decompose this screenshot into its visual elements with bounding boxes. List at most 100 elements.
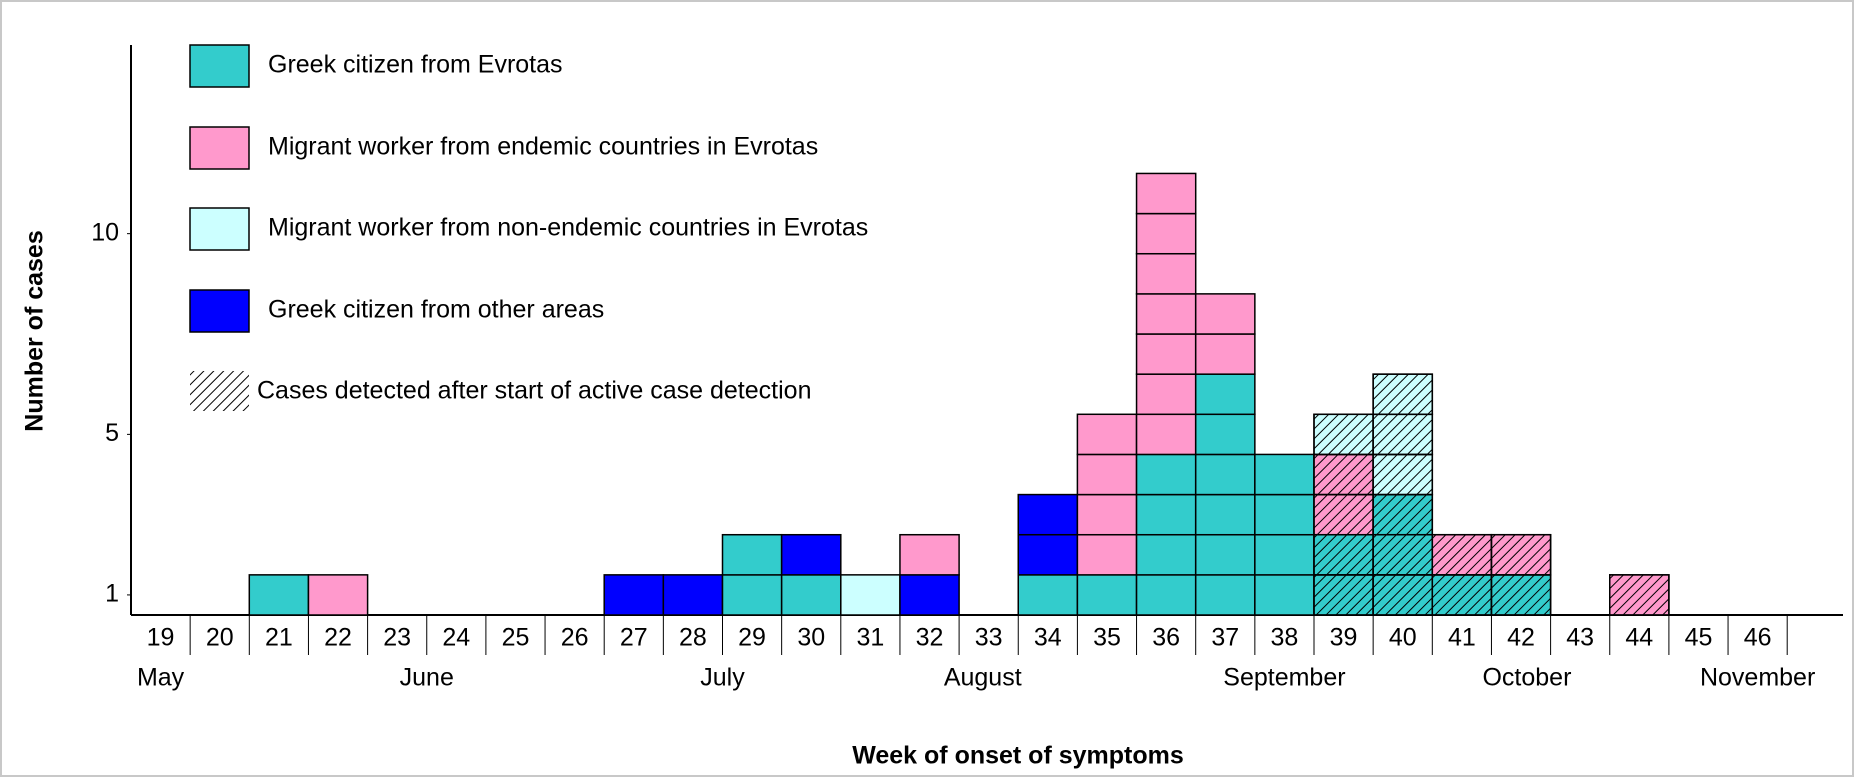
x-tick-label: 19 (147, 624, 175, 652)
case-box (603, 574, 665, 616)
x-tick-label: 36 (1152, 624, 1180, 652)
stack-segment (780, 574, 842, 616)
hatch (1313, 453, 1374, 496)
hatch (1431, 574, 1493, 616)
case-box (721, 574, 783, 616)
hatch (1372, 373, 1434, 416)
case-box (1135, 293, 1197, 335)
y-tick-label: 5 (105, 419, 119, 447)
case-box (1076, 493, 1138, 536)
hatch (1313, 413, 1374, 456)
x-axis-title: Week of onset of symptoms (852, 742, 1184, 770)
x-tick-label: 27 (620, 624, 648, 652)
stack-segment (1313, 453, 1374, 536)
hatch (1431, 533, 1493, 576)
stack-segment (899, 574, 960, 616)
x-tick-label: 30 (797, 624, 825, 652)
legend-label: Migrant worker from non-endemic countrie… (268, 214, 868, 242)
x-tick-label: 45 (1685, 624, 1713, 652)
x-tick-label: 46 (1744, 624, 1772, 652)
case-box (662, 574, 724, 616)
x-tick-label: 41 (1448, 624, 1476, 652)
y-tick-label: 1 (105, 580, 119, 608)
case-box (1135, 493, 1197, 536)
case-box (1135, 413, 1197, 456)
hatch (1313, 493, 1374, 536)
stack-segment (1135, 453, 1197, 616)
case-box (1254, 533, 1315, 576)
stack-segment (1490, 574, 1552, 616)
hatch (1490, 533, 1552, 576)
y-tick-label: 10 (91, 218, 119, 246)
case-box (248, 574, 310, 616)
case-box (721, 533, 783, 576)
case-box (1135, 533, 1197, 576)
x-tick-label: 31 (856, 624, 884, 652)
x-tick-label: 26 (561, 624, 589, 652)
stack-segment (1431, 533, 1493, 576)
case-box (1135, 212, 1197, 255)
stack-segment (899, 533, 960, 576)
x-tick-label: 32 (916, 624, 944, 652)
stack-segment (1076, 574, 1138, 616)
case-box (307, 574, 369, 616)
x-tick-label: 38 (1271, 624, 1299, 652)
stack-segment (1194, 373, 1256, 616)
stack-segment (1313, 413, 1374, 456)
case-box (1135, 252, 1197, 295)
legend-label: Greek citizen from Evrotas (268, 51, 563, 79)
month-label: November (1700, 664, 1815, 692)
hatch (1372, 533, 1434, 576)
case-box (899, 574, 960, 616)
case-box (1076, 574, 1138, 616)
stack-segment (1313, 533, 1374, 616)
stack-segment (1372, 373, 1434, 496)
x-tick-label: 24 (442, 624, 470, 652)
hatch (1372, 413, 1434, 456)
month-label: July (700, 664, 745, 692)
legend-swatch (189, 289, 250, 333)
stack-segment (1372, 493, 1434, 616)
x-tick-label: 44 (1625, 624, 1653, 652)
hatch (1372, 574, 1434, 616)
hatch (1372, 453, 1434, 496)
hatch (1609, 574, 1670, 616)
case-box (780, 574, 842, 616)
x-tick-label: 25 (502, 624, 530, 652)
stack-segment (721, 533, 783, 616)
stack-segment (1017, 574, 1079, 616)
case-box (1194, 574, 1256, 616)
legend-swatch (189, 126, 250, 170)
x-tick-label: 23 (383, 624, 411, 652)
legend-swatch (189, 207, 250, 251)
case-box (780, 533, 842, 576)
stack-segment (1490, 533, 1552, 576)
stack-segment (1194, 293, 1256, 375)
x-tick-label: 43 (1566, 624, 1594, 652)
x-tick-label: 28 (679, 624, 707, 652)
case-box (1194, 413, 1256, 456)
legend-label: Migrant worker from endemic countries in… (268, 133, 818, 161)
x-tick-label: 29 (738, 624, 766, 652)
x-tick-label: 20 (206, 624, 234, 652)
stack-segment (307, 574, 369, 616)
hatch (1313, 533, 1374, 576)
case-box (1017, 574, 1079, 616)
case-box (1194, 373, 1256, 416)
case-box (1135, 574, 1197, 616)
x-tick-label: 35 (1093, 624, 1121, 652)
case-box (1254, 453, 1315, 496)
case-box (1135, 333, 1197, 375)
month-label: May (137, 664, 185, 692)
stack-segment (780, 533, 842, 576)
stack-segment (1254, 453, 1315, 616)
x-tick-label: 40 (1389, 624, 1417, 652)
x-tick-label: 34 (1034, 624, 1062, 652)
stack-segment (603, 574, 665, 616)
legend-label: Cases detected after start of active cas… (257, 377, 811, 405)
x-tick-label: 39 (1330, 624, 1358, 652)
legend-label: Greek citizen from other areas (268, 296, 604, 324)
x-tick-label: 37 (1211, 624, 1239, 652)
x-tick-label: 42 (1507, 624, 1535, 652)
